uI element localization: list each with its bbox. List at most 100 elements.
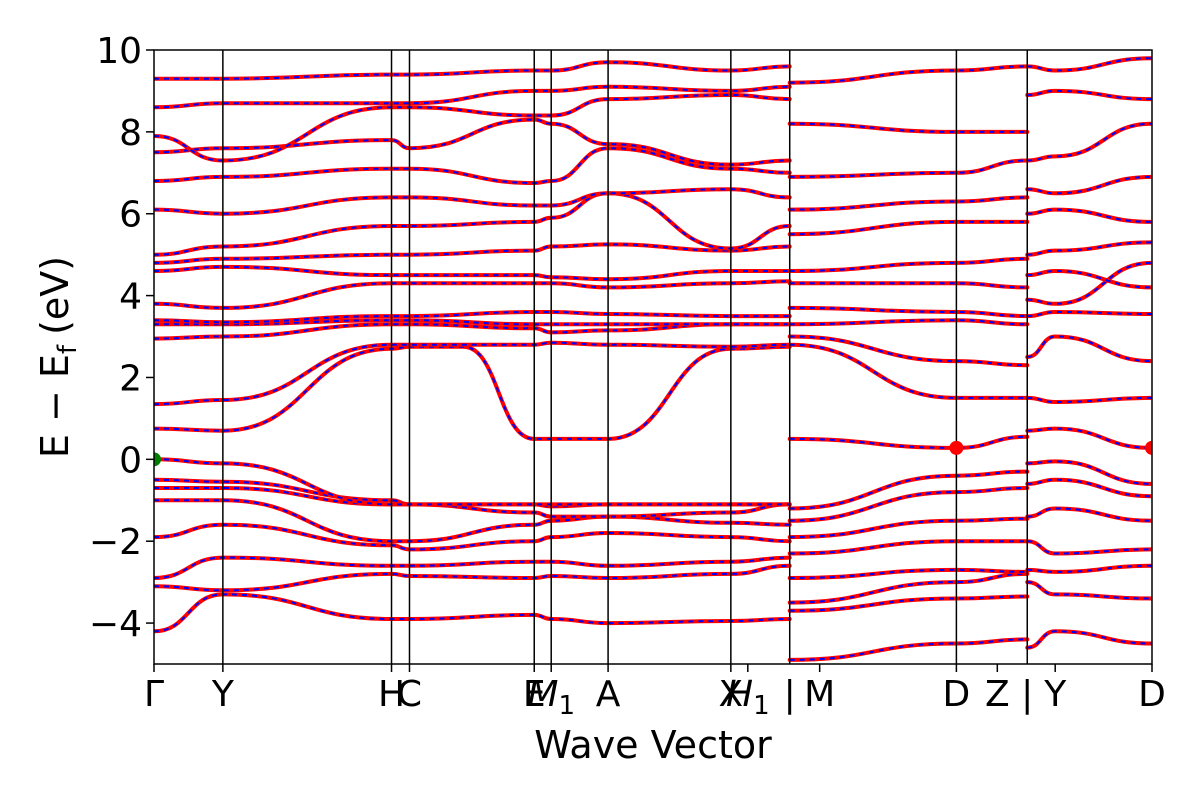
y-tick-label-0: −4 (89, 604, 142, 645)
band-line-down-38 (789, 220, 1028, 236)
band-line-down-36 (789, 282, 1028, 289)
band-line-down-45 (1027, 564, 1152, 573)
band-line-up-19 (154, 117, 792, 167)
band-line-down-31 (789, 435, 1028, 449)
band-line-down-24 (789, 595, 1028, 612)
band-line-down-40 (789, 159, 1028, 178)
y-tick-label-7: 10 (96, 31, 142, 72)
x-tick-label-10: M (804, 674, 835, 715)
y-tick-label-4: 4 (119, 277, 142, 318)
band-line-down-33 (789, 335, 1028, 367)
y-axis-title: E − Ef (eV) (33, 256, 83, 458)
y-axis-title-main: E − E (33, 354, 77, 458)
band-line-down-52 (1027, 335, 1152, 363)
band-line-down-44 (1027, 581, 1152, 600)
band-line-down-29 (789, 487, 1028, 522)
x-tick-label-2: H (378, 674, 405, 715)
band-line-down-43 (1027, 630, 1152, 649)
band-line-down-9 (154, 341, 790, 406)
x-tick-label-7: X (719, 674, 744, 715)
x-tick-label-12: Z (985, 674, 1010, 715)
y-tick-label-6: 8 (119, 113, 142, 154)
band-line-down-6 (154, 478, 790, 518)
band-line-down-37 (789, 257, 1028, 272)
x-tick-label-13: | (1021, 674, 1033, 715)
band-line-down-41 (789, 122, 1028, 133)
band-line-down-56 (1027, 241, 1152, 256)
x-axis-ticks: Γ Y HC EM1 A XH1 | M D Z | Y D (144, 664, 1166, 721)
band-line-down-35 (789, 306, 1028, 318)
band-line-down-17 (154, 188, 790, 215)
x-tick-label-11: D (943, 674, 971, 715)
y-tick-label-1: −2 (89, 522, 142, 563)
x-tick-label-5: M1 (527, 674, 575, 721)
y-axis-ticks: −4 −2 0 2 4 6 8 10 (89, 31, 154, 645)
band-line-down-57 (1027, 208, 1152, 223)
band-line-down-25 (789, 572, 1028, 604)
band-line-down-22 (154, 61, 790, 80)
band-line-down-10 (154, 323, 790, 340)
cbm-marker-2 (1145, 440, 1152, 455)
band-line-up-2 (154, 555, 792, 580)
band-line-up-32 (787, 342, 1030, 400)
band-line-down-42 (789, 65, 1028, 84)
y-axis-title-subscript: f (53, 344, 83, 354)
y-axis-title-unit: (eV) (33, 256, 77, 335)
band-line-down-50 (1027, 427, 1152, 449)
x-axis-title: Wave Vector (534, 723, 772, 767)
band-line-down-34 (789, 319, 1028, 326)
band-line-down-21 (154, 85, 790, 109)
x-tick-label-4: E (523, 674, 546, 715)
y-tick-label-3: 2 (119, 358, 142, 399)
band-line-down-58 (1027, 175, 1152, 195)
band-line-down-12 (154, 310, 790, 324)
band-line-down-4 (154, 499, 790, 543)
band-line-down-55 (1027, 269, 1152, 289)
band-line-down-54 (1027, 261, 1152, 305)
x-tick-label-14: Y (1043, 674, 1067, 715)
y-tick-label-2: 0 (119, 440, 142, 481)
band-line-down-39 (789, 196, 1028, 211)
x-tick-label-0: Γ (144, 674, 164, 715)
band-line-down-59 (1027, 122, 1152, 162)
band-line-down-8 (154, 345, 790, 440)
band-line-down-3 (154, 523, 790, 551)
x-tick-label-9: | (784, 674, 796, 715)
band-line-down-53 (1027, 310, 1152, 318)
extrema-markers (154, 440, 1152, 467)
x-tick-label-6: A (596, 674, 621, 715)
band-line-down-1 (154, 564, 790, 592)
band-line-down-20 (154, 93, 790, 162)
band-line-down-27 (789, 540, 1028, 555)
band-line-down-15 (154, 243, 790, 264)
band-line-down-18 (154, 147, 790, 185)
x-tick-label-3: C (397, 674, 422, 715)
band-line-down-51 (1027, 396, 1152, 404)
band-line-down-61 (1027, 57, 1152, 72)
band-line-down-49 (1027, 460, 1152, 485)
bands-layer (154, 56, 1152, 662)
x-tick-label-1: Y (211, 674, 235, 715)
band-line-down-7 (154, 458, 790, 506)
high-symmetry-dividers (222, 50, 1028, 664)
band-line-down-11 (154, 319, 790, 326)
x-tick-label-15: D (1138, 674, 1166, 715)
x-tick-label-8: H1 (726, 674, 770, 721)
cbm-marker-1 (949, 440, 964, 455)
band-line-down-0 (154, 593, 790, 633)
band-line-down-46 (1027, 540, 1152, 555)
y-tick-label-5: 6 (119, 195, 142, 236)
band-line-down-5 (154, 486, 790, 508)
band-line-down-23 (789, 638, 1028, 661)
band-line-down-60 (1027, 89, 1152, 101)
plot-frame (153, 49, 1153, 665)
band-line-down-14 (154, 265, 790, 281)
band-line-down-28 (789, 517, 1028, 539)
band-line-down-26 (789, 568, 1028, 579)
band-line-down-48 (1027, 478, 1152, 498)
band-line-down-30 (789, 470, 1028, 510)
band-line-down-13 (154, 280, 790, 309)
band-line-down-47 (1027, 507, 1152, 522)
vbm-marker-0 (154, 452, 161, 467)
